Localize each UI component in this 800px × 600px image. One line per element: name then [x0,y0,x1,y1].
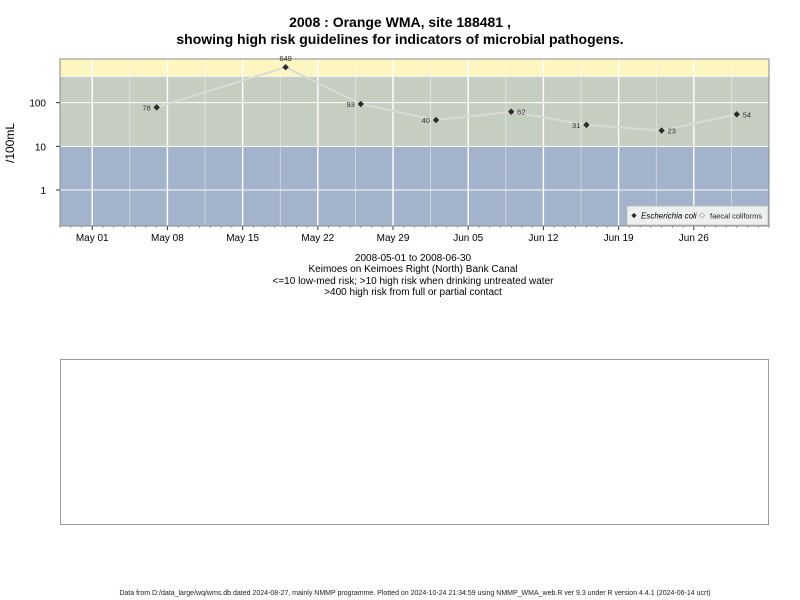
y-axis: 1 10 100 [29,99,60,197]
legend-label-e-coli: Escherichia coli [641,212,697,221]
data-label-2008-06-23: 23 [668,127,676,136]
x-tick-label-2008-05-01: May 01 [76,233,109,244]
data-label-2008-05-26: 93 [346,100,354,109]
y-tick-label-100: 100 [29,99,46,110]
risk-band-1 [60,76,769,147]
data-label-2008-06-09: 62 [517,108,525,117]
legend-marker-e-coli [631,212,637,219]
x-tick-label-2008-05-29: May 29 [377,233,410,244]
x-tick-label-2008-06-05: Jun 05 [453,233,483,244]
y-tick-label-1: 1 [40,186,46,197]
legend-label-faecal-coliforms: faecal coliforms [710,212,762,221]
legend: Escherichia coli faecal coliforms [626,205,769,226]
legend-box [626,205,769,226]
x-tick-label-2008-06-26: Jun 26 [679,233,709,244]
y-tick-label-10: 10 [35,142,47,153]
risk-bands [60,59,769,226]
y-axis-label: /100mL [3,123,17,163]
x-tick-label-2008-05-08: May 08 [151,233,184,244]
data-point-2008-06-02 [432,116,440,124]
subtitle-location: Keimoes on Keimoes Right (North) Bank Ca… [308,264,518,275]
subtitle-guideline-drinking: <=10 low-med risk; >10 high risk when dr… [272,276,554,287]
series-line-e-coli [156,66,737,132]
data-label-2008-06-30: 54 [743,110,751,119]
x-tick-label-2008-05-15: May 15 [226,233,259,244]
data-point-2008-05-19 [282,63,289,71]
data-point-2008-05-26 [357,100,364,108]
data-label-2008-05-19: 649 [279,54,292,63]
data-point-2008-05-07 [153,104,160,111]
x-axis: May 01 May 08 May 15 May 22 May 29 Jun 05 Jun … [59,226,770,244]
data-point-2008-06-23 [658,127,665,134]
data-series: 78 649 93 40 62 31 23 54 [142,54,751,135]
legend-marker-faecal-coliforms [698,212,706,219]
data-point-2008-06-09 [507,108,515,115]
subtitle-guideline-contact: >400 high risk from full or partial cont… [324,287,502,298]
x-tick-label-2008-06-19: Jun 19 [604,233,634,244]
data-label-2008-06-02: 40 [422,116,430,125]
chart-title-line-2: showing high risk guidelines for indicat… [176,31,624,47]
risk-band-2 [60,59,769,77]
data-point-2008-06-16 [583,121,590,129]
chart-title-line-1: 2008 : Orange WMA, site 188481 , [289,14,511,30]
footer-provenance: Data from D:/data_large/wq/wms.db dated … [119,590,711,597]
empty-chart-panel [60,359,769,525]
data-label-2008-06-16: 31 [572,121,580,130]
data-point-2008-06-30 [733,111,740,118]
x-tick-label-2008-06-12: Jun 12 [528,233,558,244]
grid-lines [60,59,769,226]
subtitle-date-range: 2008-05-01 to 2008-06-30 [354,253,472,264]
data-label-2008-05-07: 78 [142,103,150,112]
x-tick-label-2008-05-22: May 22 [301,233,334,244]
